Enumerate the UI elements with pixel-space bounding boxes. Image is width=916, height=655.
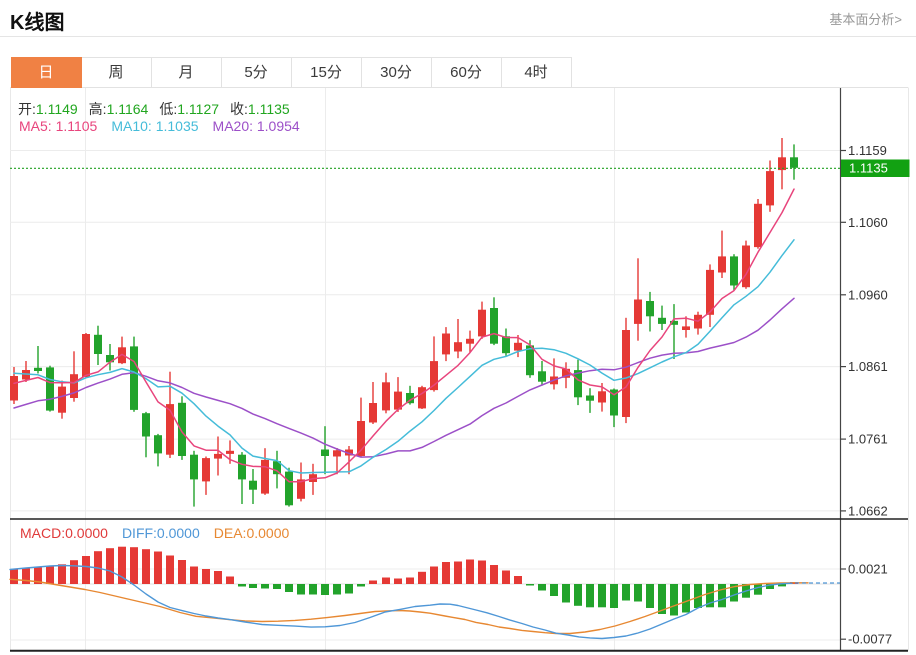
svg-text:1.1135: 1.1135 (849, 161, 888, 176)
svg-text:1.1060: 1.1060 (848, 215, 888, 230)
svg-text:-0.0077: -0.0077 (848, 632, 892, 647)
svg-text:0.0021: 0.0021 (848, 562, 888, 577)
svg-text:1.0861: 1.0861 (848, 359, 888, 374)
svg-text:1.0662: 1.0662 (848, 503, 888, 518)
svg-text:1.0960: 1.0960 (848, 287, 888, 302)
svg-text:1.1159: 1.1159 (848, 143, 887, 158)
svg-text:1.0761: 1.0761 (848, 432, 888, 447)
